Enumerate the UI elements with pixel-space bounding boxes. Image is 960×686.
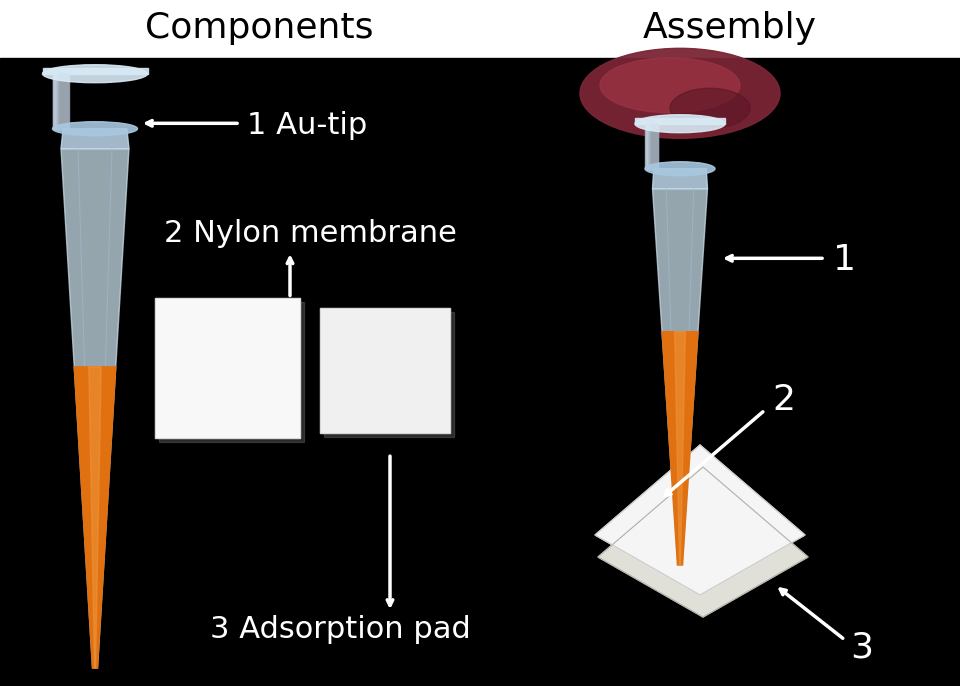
Polygon shape xyxy=(598,467,808,617)
Text: 2 Nylon membrane: 2 Nylon membrane xyxy=(163,219,456,248)
Bar xyxy=(58,73,66,129)
Bar xyxy=(320,308,450,434)
Polygon shape xyxy=(662,332,698,565)
Text: 3 Adsorption pad: 3 Adsorption pad xyxy=(209,615,470,645)
Bar xyxy=(651,123,658,169)
Ellipse shape xyxy=(670,88,750,128)
Bar xyxy=(59,73,67,129)
Bar xyxy=(649,123,656,169)
Text: Assembly: Assembly xyxy=(642,11,817,45)
Bar xyxy=(57,73,65,129)
Bar xyxy=(54,73,61,129)
Bar xyxy=(648,123,655,169)
Polygon shape xyxy=(595,445,805,595)
Bar xyxy=(55,73,63,129)
Bar xyxy=(56,73,64,129)
Ellipse shape xyxy=(580,48,780,139)
Polygon shape xyxy=(653,169,708,189)
Text: 2: 2 xyxy=(772,383,795,417)
Bar xyxy=(60,73,68,129)
Text: 3: 3 xyxy=(850,631,873,665)
Bar xyxy=(324,312,454,437)
Bar xyxy=(155,298,300,438)
Polygon shape xyxy=(675,332,685,565)
Bar xyxy=(159,303,304,442)
Ellipse shape xyxy=(600,58,740,113)
Bar xyxy=(54,73,62,129)
Text: Components: Components xyxy=(145,11,373,45)
Bar xyxy=(649,123,657,169)
Ellipse shape xyxy=(645,162,715,176)
Bar xyxy=(645,123,652,169)
Bar xyxy=(155,298,300,438)
Bar xyxy=(635,118,725,123)
Bar xyxy=(646,123,653,169)
Bar xyxy=(53,73,61,129)
Bar xyxy=(0,0,960,58)
Bar xyxy=(647,123,654,169)
Text: 1: 1 xyxy=(833,244,856,277)
Ellipse shape xyxy=(53,121,137,136)
Bar xyxy=(646,123,654,169)
Bar xyxy=(320,308,450,434)
Polygon shape xyxy=(61,129,129,149)
Polygon shape xyxy=(653,189,708,565)
Polygon shape xyxy=(74,367,116,668)
Bar xyxy=(60,73,69,129)
Text: 1 Au-tip: 1 Au-tip xyxy=(247,111,368,140)
Ellipse shape xyxy=(42,64,148,83)
Polygon shape xyxy=(61,149,129,668)
Polygon shape xyxy=(88,367,101,668)
Bar xyxy=(42,69,148,73)
Bar xyxy=(650,123,657,169)
Ellipse shape xyxy=(635,115,725,132)
Bar xyxy=(651,123,659,169)
